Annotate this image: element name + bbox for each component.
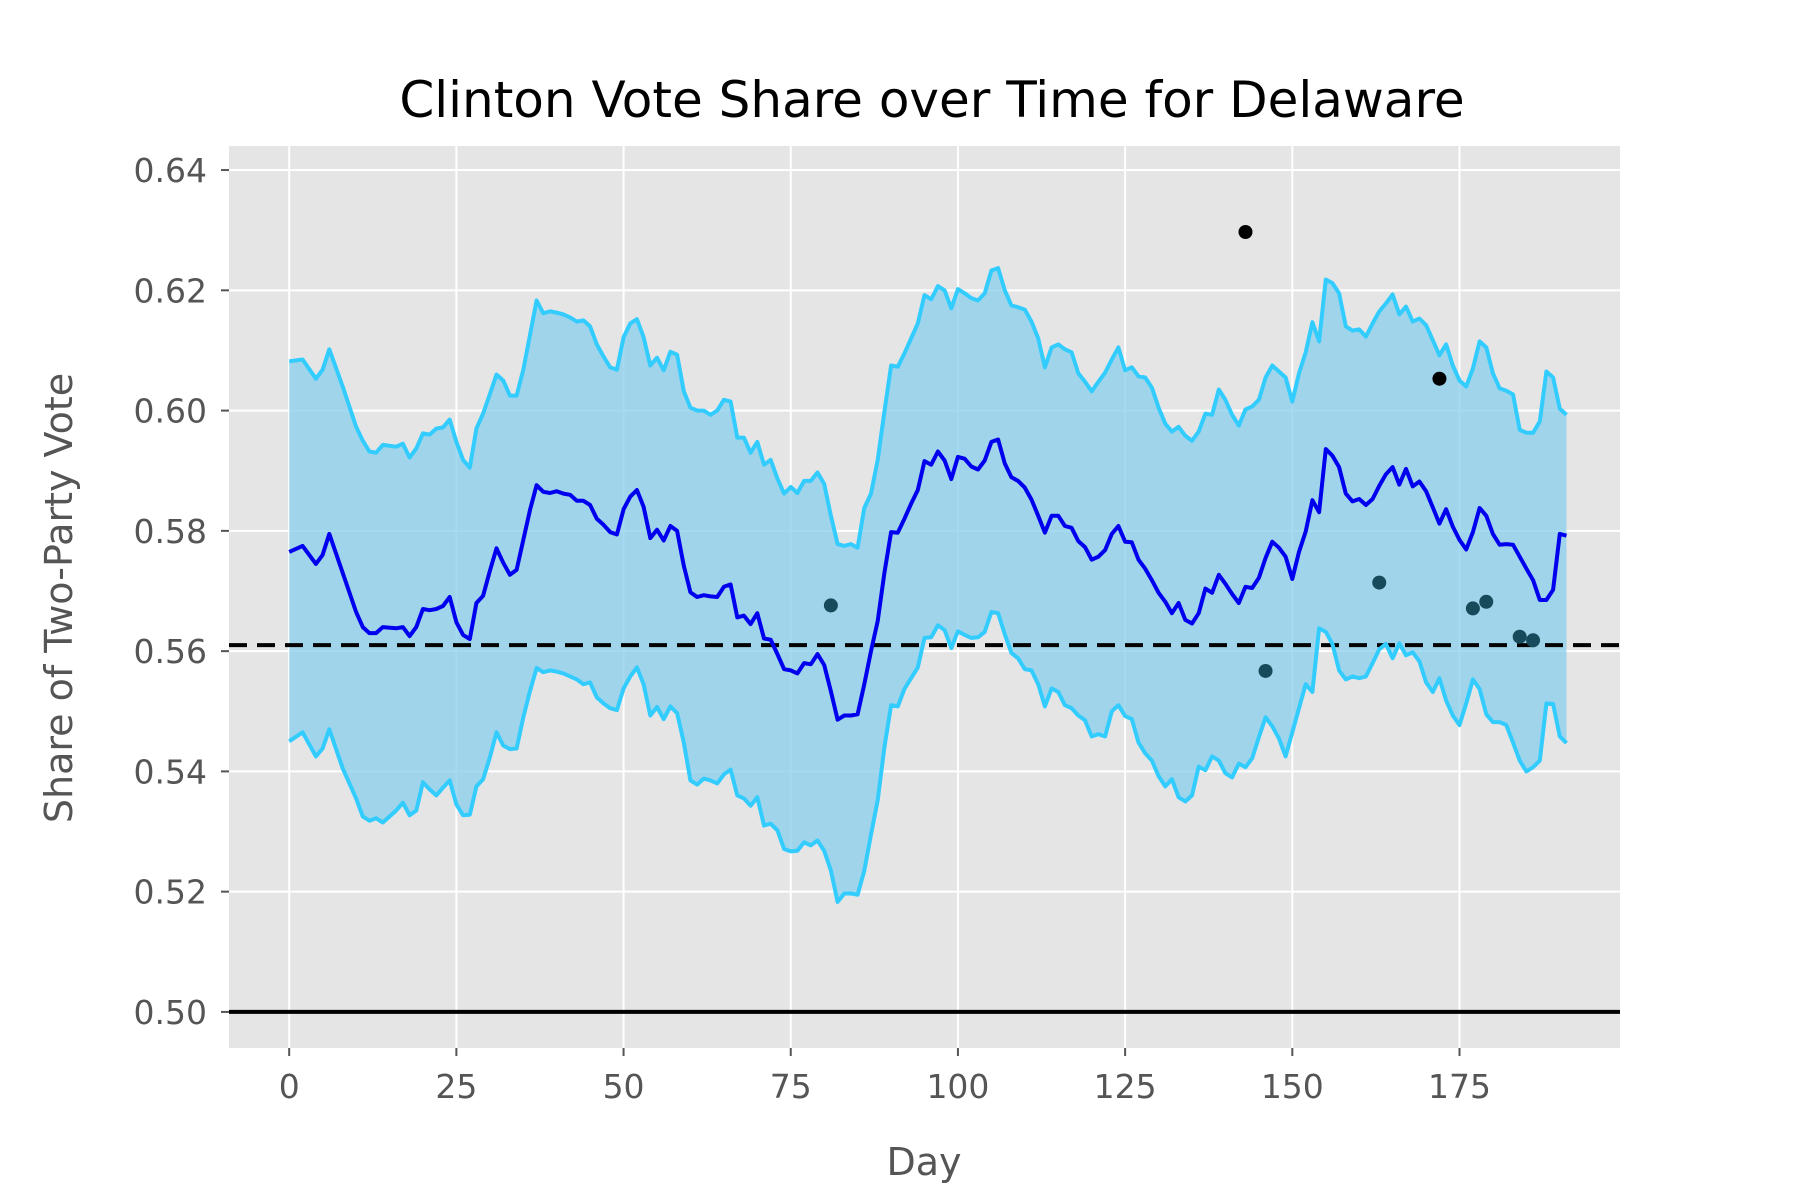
y-axis-label: Share of Two-Party Vote	[37, 373, 81, 823]
y-axis-ticks: 0.50 0.52 0.54 0.56 0.58 0.60 0.62 0.64	[134, 151, 229, 1032]
x-tick-label: 100	[926, 1067, 989, 1106]
x-tick-label: 175	[1428, 1067, 1491, 1106]
x-tick-label: 75	[770, 1067, 812, 1106]
poll-point	[1238, 224, 1253, 239]
lower-bound-line	[288, 610, 1568, 904]
poll-point	[1258, 663, 1273, 678]
y-tick-label: 0.62	[134, 271, 207, 310]
x-axis-label: Day	[886, 1140, 961, 1184]
x-tick-label: 0	[279, 1067, 300, 1106]
upper-bound-line	[288, 266, 1568, 550]
poll-point	[1479, 594, 1494, 609]
poll-points	[823, 224, 1541, 678]
poll-point	[1465, 601, 1480, 616]
chart-title: Clinton Vote Share over Time for Delawar…	[399, 71, 1464, 129]
x-tick-label: 50	[603, 1067, 645, 1106]
y-tick-label: 0.64	[134, 151, 207, 190]
x-tick-label: 150	[1261, 1067, 1324, 1106]
x-tick-label: 125	[1094, 1067, 1157, 1106]
x-axis-ticks: 0 25 50 75 100 125 150 175	[279, 1048, 1491, 1106]
poll-point	[823, 598, 838, 613]
y-tick-label: 0.58	[134, 512, 207, 551]
poll-point	[1512, 629, 1527, 644]
x-tick-label: 25	[435, 1067, 477, 1106]
y-tick-label: 0.54	[134, 752, 207, 791]
confidence-band	[289, 268, 1567, 902]
poll-point	[1432, 371, 1447, 386]
poll-point	[1372, 575, 1387, 590]
poll-point	[1526, 633, 1541, 648]
y-tick-label: 0.52	[134, 873, 207, 912]
y-tick-label: 0.60	[134, 392, 207, 431]
series-lines	[288, 266, 1568, 904]
y-tick-label: 0.56	[134, 632, 207, 671]
y-tick-label: 0.50	[134, 993, 207, 1032]
band-area	[289, 268, 1567, 902]
mean-line	[288, 437, 1568, 722]
